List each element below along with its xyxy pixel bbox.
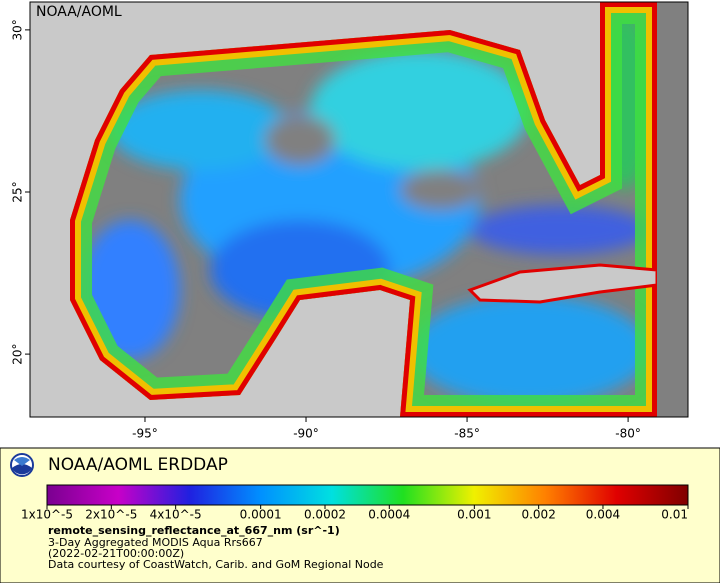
colorbar-tick-label: 2x10^-5 — [85, 508, 137, 522]
cloud — [400, 170, 480, 210]
colorbar-tick-label: 4x10^-5 — [150, 508, 202, 522]
legend-line: (2022-02-21T00:00:00Z) — [48, 547, 184, 560]
patch — [310, 50, 530, 170]
map-frame — [29, 1, 689, 418]
y-tick-label: 25° — [11, 181, 25, 202]
y-tick-label: 30° — [11, 19, 25, 40]
patch — [470, 205, 650, 255]
colorbar-tick-label: 0.0002 — [304, 508, 346, 522]
map-label: NOAA/AOML — [36, 4, 122, 20]
legend-line: Data courtesy of CoastWatch, Carib. and … — [48, 558, 384, 571]
x-tick-label: -80° — [615, 427, 641, 441]
colorbar-tick-label: 0.0001 — [240, 508, 282, 522]
x-tick-label: -95° — [132, 427, 158, 441]
colorbar-tick-label: 0.004 — [586, 508, 620, 522]
colorbar-tick-label: 0.01 — [661, 508, 688, 522]
colorbar — [46, 484, 689, 506]
colorbar-tick-label: 0.002 — [521, 508, 555, 522]
noaa-logo — [10, 453, 34, 477]
x-tick-label: -85° — [454, 427, 480, 441]
legend-title: NOAA/AOML ERDDAP — [48, 455, 228, 475]
no-data-strip — [657, 2, 688, 417]
reflectance-patches — [80, 10, 655, 405]
legend-panel — [0, 447, 720, 583]
cloud — [265, 115, 335, 165]
variable-name: remote_sensing_reflectance_at_667_nm (sr… — [48, 524, 340, 537]
colorbar-tick-label: 0.0004 — [368, 508, 410, 522]
legend-line: 3-Day Aggregated MODIS Aqua Rrs667 — [48, 536, 263, 549]
patch — [110, 90, 290, 170]
y-tick-label: 20° — [11, 343, 25, 364]
x-tick-label: -90° — [293, 427, 319, 441]
patch — [410, 295, 650, 405]
colorbar-tick-label: 1x10^-5 — [21, 508, 73, 522]
colorbar-tick-label: 0.001 — [457, 508, 491, 522]
